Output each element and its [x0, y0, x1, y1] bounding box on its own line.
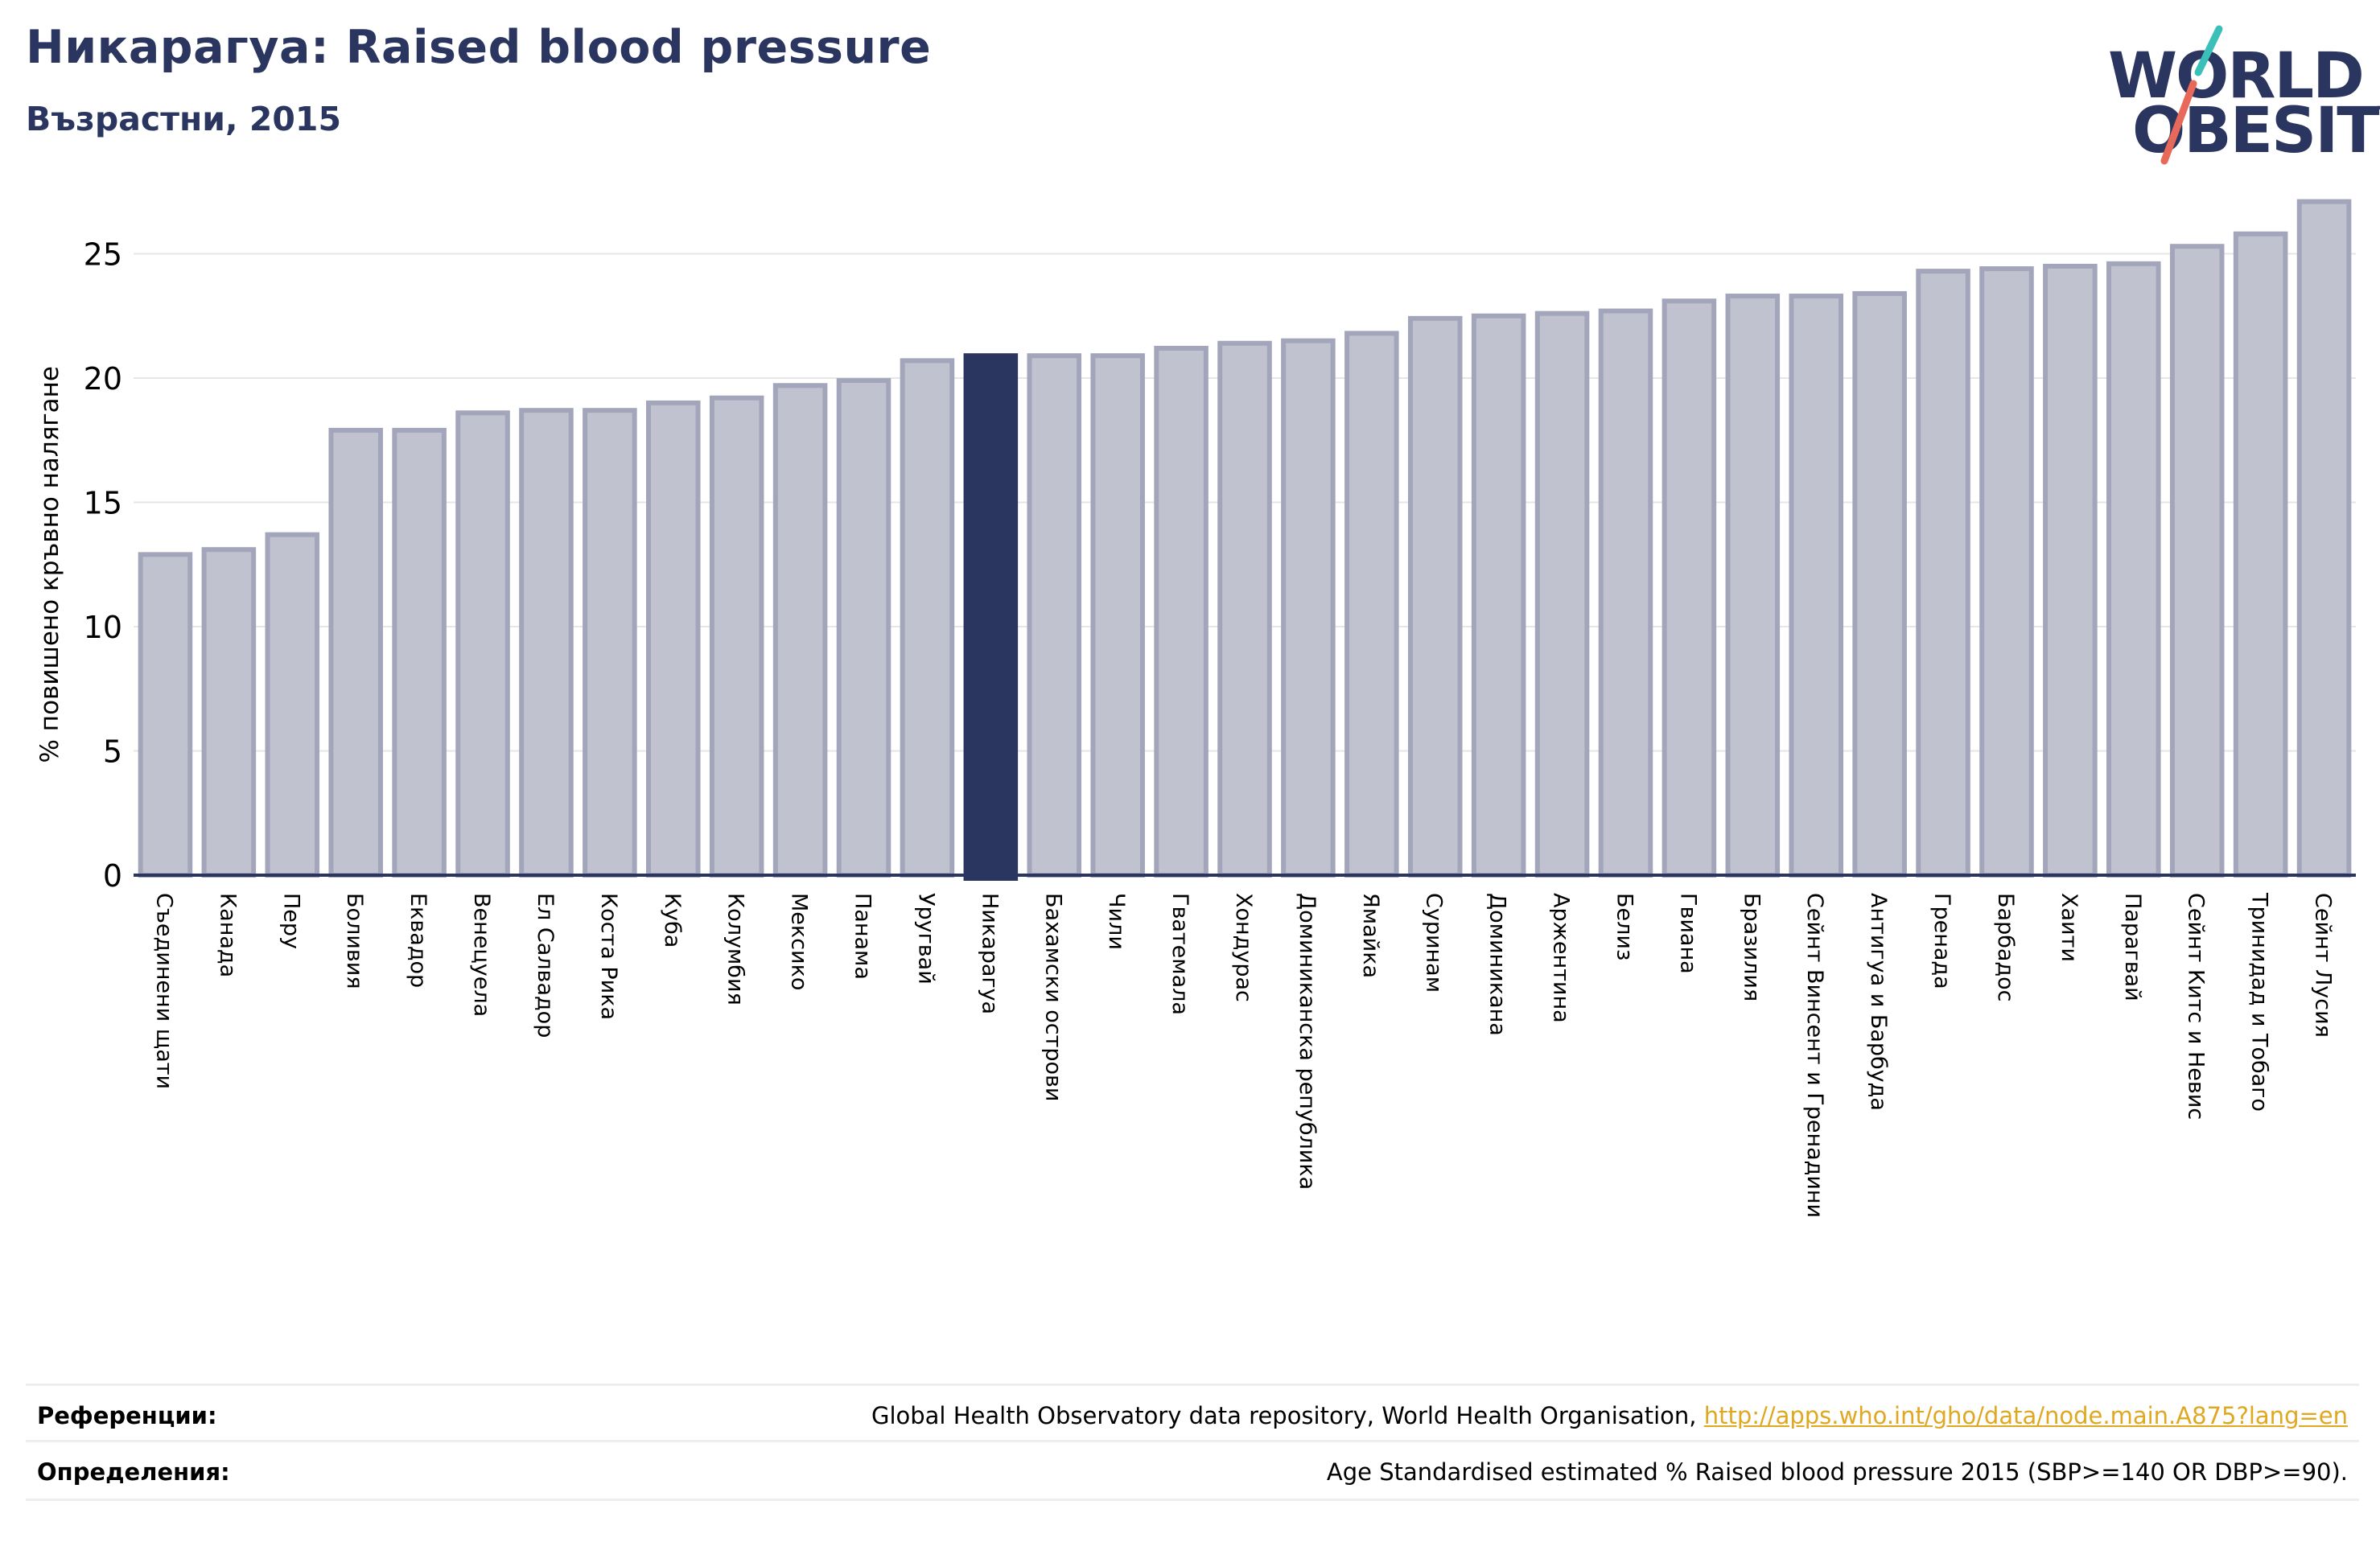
x-tick-label: Никарагуа — [977, 893, 1002, 1014]
x-tick-label: Сейнт Лусия — [2311, 893, 2336, 1038]
x-tick-label: Гвиана — [1675, 893, 1700, 974]
x-tick-label: Сейнт Винсент и Гренадини — [1802, 893, 1827, 1218]
bar — [2043, 263, 2098, 878]
x-tick-label: Панама — [850, 893, 875, 980]
bar — [1407, 315, 1463, 878]
bar — [265, 532, 320, 878]
x-tick-label: Еквадор — [406, 893, 430, 988]
x-tick-label: Гватемала — [1167, 893, 1192, 1015]
bar — [1598, 308, 1653, 878]
bar — [1725, 294, 1781, 878]
x-tick-label: Чили — [1104, 893, 1129, 950]
bar — [1471, 313, 1526, 878]
bar — [2106, 261, 2161, 878]
x-tick-label: Суринам — [1422, 893, 1447, 993]
bar — [1217, 340, 1272, 878]
y-tick-label: 5 — [103, 734, 122, 770]
y-tick-label: 20 — [84, 361, 122, 397]
bar — [1027, 353, 1082, 878]
bar — [772, 383, 828, 878]
bar — [1281, 338, 1336, 878]
bar — [519, 408, 574, 878]
bar — [1789, 294, 1844, 878]
x-tick-label: Перу — [278, 893, 303, 949]
bar — [1916, 269, 1970, 878]
bar — [709, 395, 764, 878]
bar-highlight — [963, 353, 1019, 881]
x-tick-label: Колумбия — [723, 893, 748, 1005]
world-obesity-logo: WORLD OBESITY — [2092, 23, 2380, 167]
definitions-row: Определения: Age Standardised estimated … — [26, 1440, 2359, 1501]
x-tick-label: Канада — [215, 893, 240, 977]
x-tick-label: Ел Салвадор — [533, 893, 558, 1038]
page-subtitle: Възрастни, 2015 — [26, 100, 341, 138]
references-link[interactable]: http://apps.who.int/gho/data/node.main.A… — [1703, 1402, 2348, 1429]
bar — [1661, 298, 1717, 878]
x-tick-label: Коста Рика — [596, 893, 621, 1020]
definitions-label: Определения: — [37, 1458, 230, 1486]
bar — [455, 410, 510, 878]
bar — [392, 427, 447, 878]
x-tick-label: Доминиканска република — [1295, 893, 1320, 1190]
x-tick-label: Мексико — [787, 893, 812, 990]
page-title: Никарагуа: Raised blood pressure — [26, 21, 932, 74]
x-tick-label: Хондурас — [1231, 893, 1256, 1002]
y-tick-label: 25 — [84, 237, 122, 273]
bar — [645, 400, 701, 878]
bar — [2169, 244, 2225, 878]
bar — [1534, 310, 1590, 878]
x-tick-label: Барбадос — [1993, 893, 2018, 1001]
x-tick-label: Бахамски острови — [1040, 893, 1065, 1101]
bar — [2233, 231, 2288, 878]
x-tick-label: Белиз — [1612, 893, 1637, 960]
references-source-text: Global Health Observatory data repositor… — [871, 1402, 1704, 1429]
y-tick-label: 10 — [84, 610, 122, 645]
x-tick-label: Ямайка — [1358, 893, 1383, 978]
references-label: Референции: — [37, 1402, 217, 1429]
logo-line-world: WORLD — [2108, 40, 2365, 113]
bar — [1154, 345, 1209, 878]
logo-slash-icon — [2160, 25, 2223, 165]
bar — [1090, 353, 1145, 878]
bar — [138, 552, 193, 878]
bar — [900, 358, 955, 878]
x-tick-label: Сейнт Китс и Невис — [2184, 893, 2209, 1120]
bar — [583, 408, 637, 878]
x-tick-label: Венецуела — [469, 893, 494, 1017]
bar-chart: 0 5 10 15 20 25 % повишено кръвно налягане Съед… — [35, 199, 2356, 1218]
x-tick-label: Хаити — [2057, 893, 2081, 962]
x-tick-label: Парагвай — [2120, 893, 2145, 1001]
bar — [1852, 290, 1907, 878]
definitions-value: Age Standardised estimated % Raised bloo… — [1326, 1458, 2348, 1486]
bar — [201, 547, 257, 878]
bar — [1979, 266, 2034, 878]
bar — [328, 427, 383, 878]
x-tick-label: Антигуа и Барбуда — [1866, 893, 1891, 1111]
references-value: Global Health Observatory data repositor… — [871, 1402, 2348, 1429]
x-tick-label: Уругвай — [913, 893, 938, 985]
bar — [836, 378, 891, 878]
y-tick-label: 0 — [103, 858, 122, 894]
bar — [2296, 199, 2352, 878]
x-tick-label: Гренада — [1929, 893, 1954, 989]
x-tick-label: Бразилия — [1739, 893, 1764, 1001]
x-tick-label: Боливия — [342, 893, 367, 989]
y-tick-label: 15 — [84, 486, 122, 521]
y-axis-label: % повишено кръвно налягане — [35, 366, 64, 763]
x-tick-label: Съединени щати — [151, 893, 176, 1089]
bar — [1344, 331, 1399, 878]
x-tick-label: Аржентина — [1549, 893, 1574, 1023]
x-tick-label: Тринидад и Тобаго — [2247, 892, 2272, 1112]
references-row: Референции: Global Health Observatory da… — [26, 1384, 2359, 1442]
x-tick-label: Куба — [660, 893, 685, 948]
x-tick-label: Доминикана — [1485, 893, 1510, 1036]
